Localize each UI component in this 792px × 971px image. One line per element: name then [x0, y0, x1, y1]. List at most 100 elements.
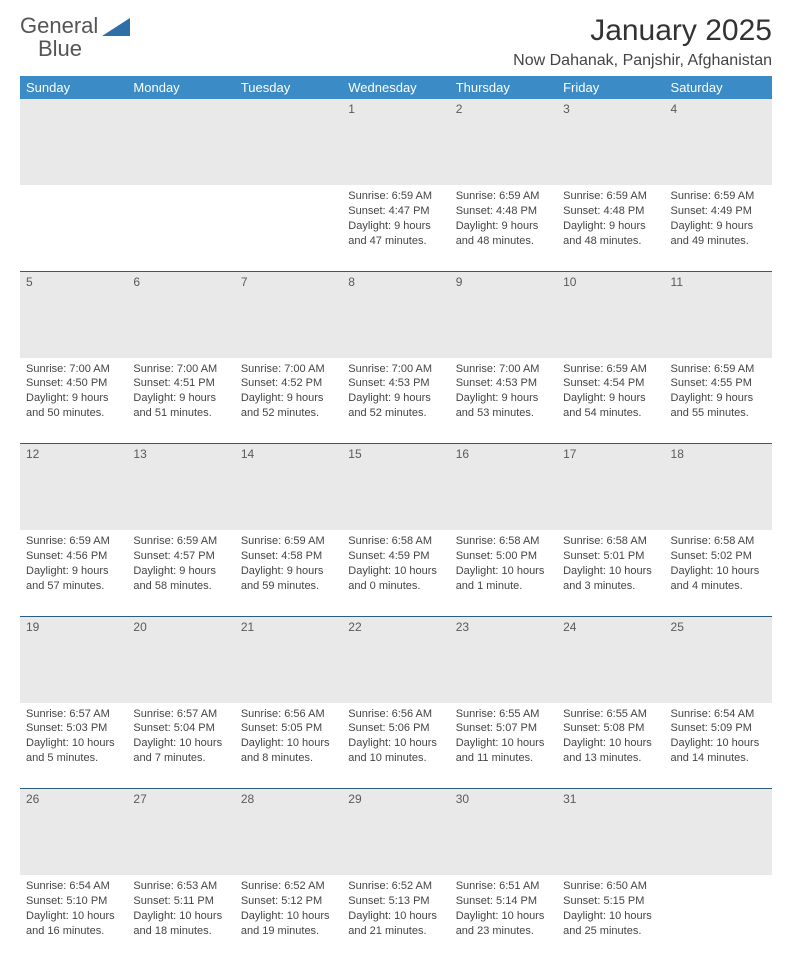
day-header-row: Sunday Monday Tuesday Wednesday Thursday…	[20, 76, 772, 99]
day-number: 4	[665, 99, 772, 185]
day-info-line: Sunrise: 6:58 AM	[456, 534, 551, 549]
day-info-line: Daylight: 10 hours and 5 minutes.	[26, 736, 121, 766]
day-header: Friday	[557, 76, 664, 99]
day-number: 27	[127, 789, 234, 875]
calendar-page: General Blue January 2025 Now Dahanak, P…	[0, 0, 792, 971]
day-header: Wednesday	[342, 76, 449, 99]
day-info-line: Sunset: 5:09 PM	[671, 721, 766, 736]
day-cell: Sunrise: 6:58 AMSunset: 5:00 PMDaylight:…	[450, 530, 557, 616]
day-content-row: Sunrise: 6:59 AMSunset: 4:47 PMDaylight:…	[20, 185, 772, 271]
day-cell: Sunrise: 6:59 AMSunset: 4:47 PMDaylight:…	[342, 185, 449, 271]
day-number: 22	[342, 617, 449, 703]
day-header: Monday	[127, 76, 234, 99]
day-info-line: Daylight: 9 hours and 47 minutes.	[348, 219, 443, 249]
day-info-line: Daylight: 10 hours and 19 minutes.	[241, 909, 336, 939]
logo-line1: General	[20, 14, 98, 37]
day-number: 14	[235, 444, 342, 530]
day-info-line: Sunset: 5:12 PM	[241, 894, 336, 909]
day-info-line: Sunrise: 6:59 AM	[26, 534, 121, 549]
day-info-line: Sunrise: 6:59 AM	[241, 534, 336, 549]
title-block: January 2025 Now Dahanak, Panjshir, Afgh…	[513, 14, 772, 70]
triangle-icon	[102, 14, 130, 36]
day-cell: Sunrise: 6:57 AMSunset: 5:04 PMDaylight:…	[127, 703, 234, 789]
day-info-line: Sunset: 5:08 PM	[563, 721, 658, 736]
day-info-line: Sunset: 4:48 PM	[563, 204, 658, 219]
day-number: 9	[450, 272, 557, 358]
day-number: 15	[342, 444, 449, 530]
day-number: 21	[235, 617, 342, 703]
day-info-line: Sunrise: 6:50 AM	[563, 879, 658, 894]
day-number: 7	[235, 272, 342, 358]
day-info-line: Sunrise: 6:51 AM	[456, 879, 551, 894]
day-info-line: Sunset: 4:56 PM	[26, 549, 121, 564]
day-cell	[127, 185, 234, 271]
day-number: 10	[557, 272, 664, 358]
day-info-line: Sunset: 4:53 PM	[348, 376, 443, 391]
day-cell: Sunrise: 6:54 AMSunset: 5:10 PMDaylight:…	[20, 875, 127, 961]
day-info-line: Sunrise: 6:55 AM	[563, 707, 658, 722]
day-info-line: Sunset: 5:01 PM	[563, 549, 658, 564]
day-cell	[20, 185, 127, 271]
day-cell: Sunrise: 6:52 AMSunset: 5:12 PMDaylight:…	[235, 875, 342, 961]
day-info-line: Daylight: 10 hours and 21 minutes.	[348, 909, 443, 939]
day-cell: Sunrise: 6:58 AMSunset: 4:59 PMDaylight:…	[342, 530, 449, 616]
calendar-body: 1234Sunrise: 6:59 AMSunset: 4:47 PMDayli…	[20, 99, 772, 961]
day-info-line: Daylight: 10 hours and 23 minutes.	[456, 909, 551, 939]
day-number	[127, 99, 234, 185]
day-number: 1	[342, 99, 449, 185]
day-info-line: Sunrise: 6:59 AM	[671, 362, 766, 377]
day-header: Sunday	[20, 76, 127, 99]
day-info-line: Sunset: 5:11 PM	[133, 894, 228, 909]
day-info-line: Sunrise: 7:00 AM	[456, 362, 551, 377]
day-cell: Sunrise: 7:00 AMSunset: 4:53 PMDaylight:…	[450, 358, 557, 444]
day-number-row: 12131415161718	[20, 444, 772, 530]
day-info-line: Daylight: 9 hours and 59 minutes.	[241, 564, 336, 594]
day-number	[665, 789, 772, 875]
day-number: 31	[557, 789, 664, 875]
day-cell: Sunrise: 6:59 AMSunset: 4:48 PMDaylight:…	[450, 185, 557, 271]
day-info-line: Daylight: 10 hours and 18 minutes.	[133, 909, 228, 939]
day-number: 17	[557, 444, 664, 530]
day-number: 30	[450, 789, 557, 875]
day-cell: Sunrise: 6:59 AMSunset: 4:55 PMDaylight:…	[665, 358, 772, 444]
day-number: 25	[665, 617, 772, 703]
day-info-line: Sunset: 4:58 PM	[241, 549, 336, 564]
day-info-line: Sunrise: 6:58 AM	[348, 534, 443, 549]
day-number: 3	[557, 99, 664, 185]
day-number: 23	[450, 617, 557, 703]
day-info-line: Daylight: 9 hours and 48 minutes.	[563, 219, 658, 249]
day-number-row: 262728293031	[20, 789, 772, 875]
day-info-line: Daylight: 9 hours and 50 minutes.	[26, 391, 121, 421]
day-info-line: Sunrise: 6:59 AM	[348, 189, 443, 204]
day-header: Saturday	[665, 76, 772, 99]
day-cell: Sunrise: 6:54 AMSunset: 5:09 PMDaylight:…	[665, 703, 772, 789]
topbar: General Blue January 2025 Now Dahanak, P…	[20, 14, 772, 70]
day-info-line: Sunset: 4:55 PM	[671, 376, 766, 391]
day-info-line: Sunset: 4:47 PM	[348, 204, 443, 219]
day-number-row: 19202122232425	[20, 617, 772, 703]
logo-text: General Blue	[20, 14, 98, 60]
day-cell: Sunrise: 6:59 AMSunset: 4:54 PMDaylight:…	[557, 358, 664, 444]
day-info-line: Sunset: 4:51 PM	[133, 376, 228, 391]
location: Now Dahanak, Panjshir, Afghanistan	[513, 52, 772, 70]
day-info-line: Sunrise: 6:52 AM	[348, 879, 443, 894]
day-number	[235, 99, 342, 185]
day-cell: Sunrise: 7:00 AMSunset: 4:52 PMDaylight:…	[235, 358, 342, 444]
day-info-line: Daylight: 9 hours and 53 minutes.	[456, 391, 551, 421]
logo: General Blue	[20, 14, 130, 60]
day-info-line: Sunset: 5:05 PM	[241, 721, 336, 736]
day-number: 16	[450, 444, 557, 530]
day-info-line: Daylight: 10 hours and 13 minutes.	[563, 736, 658, 766]
day-info-line: Daylight: 10 hours and 0 minutes.	[348, 564, 443, 594]
day-info-line: Sunrise: 6:59 AM	[456, 189, 551, 204]
day-info-line: Sunset: 4:52 PM	[241, 376, 336, 391]
day-info-line: Daylight: 10 hours and 16 minutes.	[26, 909, 121, 939]
month-title: January 2025	[513, 14, 772, 48]
day-cell: Sunrise: 6:58 AMSunset: 5:01 PMDaylight:…	[557, 530, 664, 616]
day-info-line: Daylight: 10 hours and 14 minutes.	[671, 736, 766, 766]
day-cell: Sunrise: 7:00 AMSunset: 4:50 PMDaylight:…	[20, 358, 127, 444]
day-info-line: Sunrise: 6:56 AM	[348, 707, 443, 722]
calendar-grid: Sunday Monday Tuesday Wednesday Thursday…	[20, 76, 772, 961]
day-cell: Sunrise: 6:57 AMSunset: 5:03 PMDaylight:…	[20, 703, 127, 789]
day-info-line: Daylight: 9 hours and 52 minutes.	[241, 391, 336, 421]
